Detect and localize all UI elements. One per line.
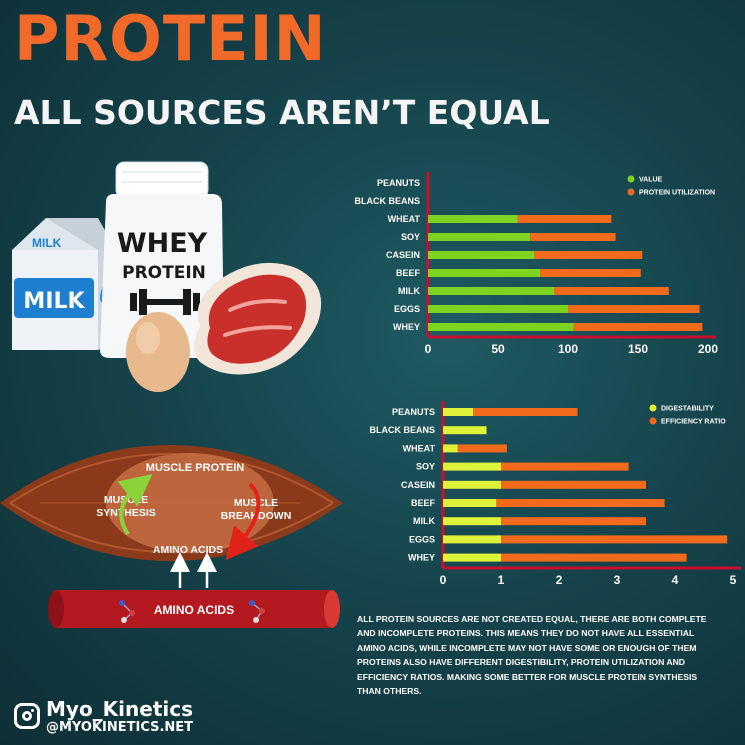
bar-protein-utilization (573, 323, 703, 331)
legend-label: DIGESTABILITY (661, 406, 714, 413)
bar-value (428, 269, 540, 277)
bar-efficiency-ratio (501, 535, 728, 544)
milk-carton-icon: MILK MILK (12, 218, 122, 350)
blood-vessel-icon (48, 590, 340, 628)
bar-digestability (443, 535, 501, 544)
category-label: PEANUTS (377, 178, 420, 188)
bar-value (428, 287, 554, 295)
bar-protein-utilization (517, 215, 612, 223)
bar-digestability (443, 462, 501, 471)
instagram-icon (14, 703, 40, 729)
category-label: WHEY (393, 322, 420, 332)
steak-icon (194, 262, 322, 375)
bar-protein-utilization (554, 287, 669, 295)
legend-label: EFFICIENCY RATIO (661, 419, 726, 426)
bar-digestability (443, 408, 474, 416)
bar-value (428, 323, 574, 331)
molecule-icon (249, 600, 265, 623)
bar-digestability (443, 426, 487, 435)
x-tick-label: 200 (698, 342, 718, 356)
bar-digestability (443, 553, 501, 562)
value-utilization-chart: PEANUTS BLACK BEANS WHEAT SOY CASEIN BEEF MILK… (354, 172, 718, 356)
bar-value (428, 305, 568, 313)
category-label: BLACK BEANS (369, 425, 435, 435)
x-tick-label: 50 (491, 342, 505, 356)
synthesis-arrow-icon (117, 473, 153, 536)
bar-efficiency-ratio (457, 444, 507, 453)
legend-label: PROTEIN UTILIZATION (639, 190, 715, 197)
bar-efficiency-ratio (501, 480, 646, 489)
category-label: MILK (413, 516, 435, 526)
bar-protein-utilization (534, 251, 643, 259)
bar-digestability (443, 517, 501, 526)
dumbbell-icon (130, 289, 200, 315)
muscle-breakdown-label-line1: MUSCLE (234, 497, 278, 509)
category-label: MILK (398, 286, 420, 296)
x-tick-label: 0 (425, 342, 432, 356)
bar-digestability (443, 499, 497, 507)
bar-efficiency-ratio (496, 499, 665, 507)
brand-name: Myo_Kinetics (46, 697, 194, 721)
page-title: PROTEIN (14, 2, 327, 75)
legend-marker (627, 175, 635, 183)
bar-digestability (443, 480, 501, 489)
category-label: CASEIN (386, 250, 420, 260)
category-label: SOY (401, 232, 420, 242)
muscle-protein-diagram: MUSCLE PROTEIN MUSCLE SYNTHESIS MUSCLE B… (0, 445, 343, 628)
legend-marker (627, 188, 635, 196)
x-tick-label: 1 (498, 573, 505, 587)
bar-protein-utilization (568, 305, 700, 313)
category-label: WHEY (408, 553, 435, 563)
whey-protein-jar-icon: WHEY PROTEIN (100, 161, 224, 358)
legend-marker (649, 417, 657, 425)
legend-marker (649, 404, 657, 412)
category-label: WHEAT (388, 214, 421, 224)
x-tick-label: 150 (628, 342, 648, 356)
breakdown-arrow-icon (225, 482, 261, 561)
amino-acids-vessel-label: AMINO ACIDS (154, 603, 234, 617)
bar-efficiency-ratio (473, 408, 578, 416)
molecule-icon (119, 600, 135, 623)
x-tick-label: 3 (614, 573, 621, 587)
jar-text-whey: WHEY (117, 228, 208, 259)
x-tick-label: 5 (730, 573, 737, 587)
category-label: BEEF (396, 268, 421, 278)
category-label: SOY (416, 462, 435, 472)
milk-carton-label: MILK (23, 289, 85, 314)
amino-acids-cycle-label: AMINO ACIDS (153, 544, 223, 556)
bar-efficiency-ratio (501, 517, 646, 526)
page-subtitle: ALL SOURCES AREN’T EQUAL (14, 93, 550, 132)
bar-efficiency-ratio (501, 462, 629, 471)
category-label: EGGS (394, 304, 420, 314)
x-tick-label: 2 (556, 573, 563, 587)
digestibility-efficiency-chart: PEANUTS BLACK BEANS WHEAT SOY CASEIN BEEF MILK… (369, 401, 741, 587)
brand-handle: @MYOKINETICS.NET (46, 720, 194, 735)
legend-label: VALUE (639, 177, 663, 184)
bar-value (428, 233, 531, 241)
bar-value (428, 215, 518, 223)
category-label: PEANUTS (392, 407, 435, 417)
jar-text-protein: PROTEIN (122, 263, 206, 283)
x-tick-label: 0 (440, 573, 447, 587)
description-text: ALL PROTEIN SOURCES ARE NOT CREATED EQUA… (357, 614, 707, 697)
muscle-synthesis-label-line2: SYNTHESIS (96, 507, 156, 519)
category-label: BEEF (411, 498, 436, 508)
category-label: CASEIN (401, 480, 435, 490)
protein-foods-illustration: MILK MILK WHEY PROTEIN (12, 161, 322, 392)
bar-digestability (443, 444, 458, 453)
milk-carton-top-label: MILK (32, 236, 62, 250)
muscle-protein-label: MUSCLE PROTEIN (146, 462, 244, 474)
x-tick-label: 4 (672, 573, 679, 587)
category-label: EGGS (409, 534, 435, 544)
x-tick-label: 100 (558, 342, 578, 356)
bar-protein-utilization (540, 269, 641, 277)
bar-efficiency-ratio (501, 553, 687, 562)
category-label: WHEAT (403, 443, 436, 453)
bar-protein-utilization (530, 233, 616, 241)
egg-icon (126, 312, 190, 392)
bar-value (428, 251, 535, 259)
category-label: BLACK BEANS (354, 196, 420, 206)
